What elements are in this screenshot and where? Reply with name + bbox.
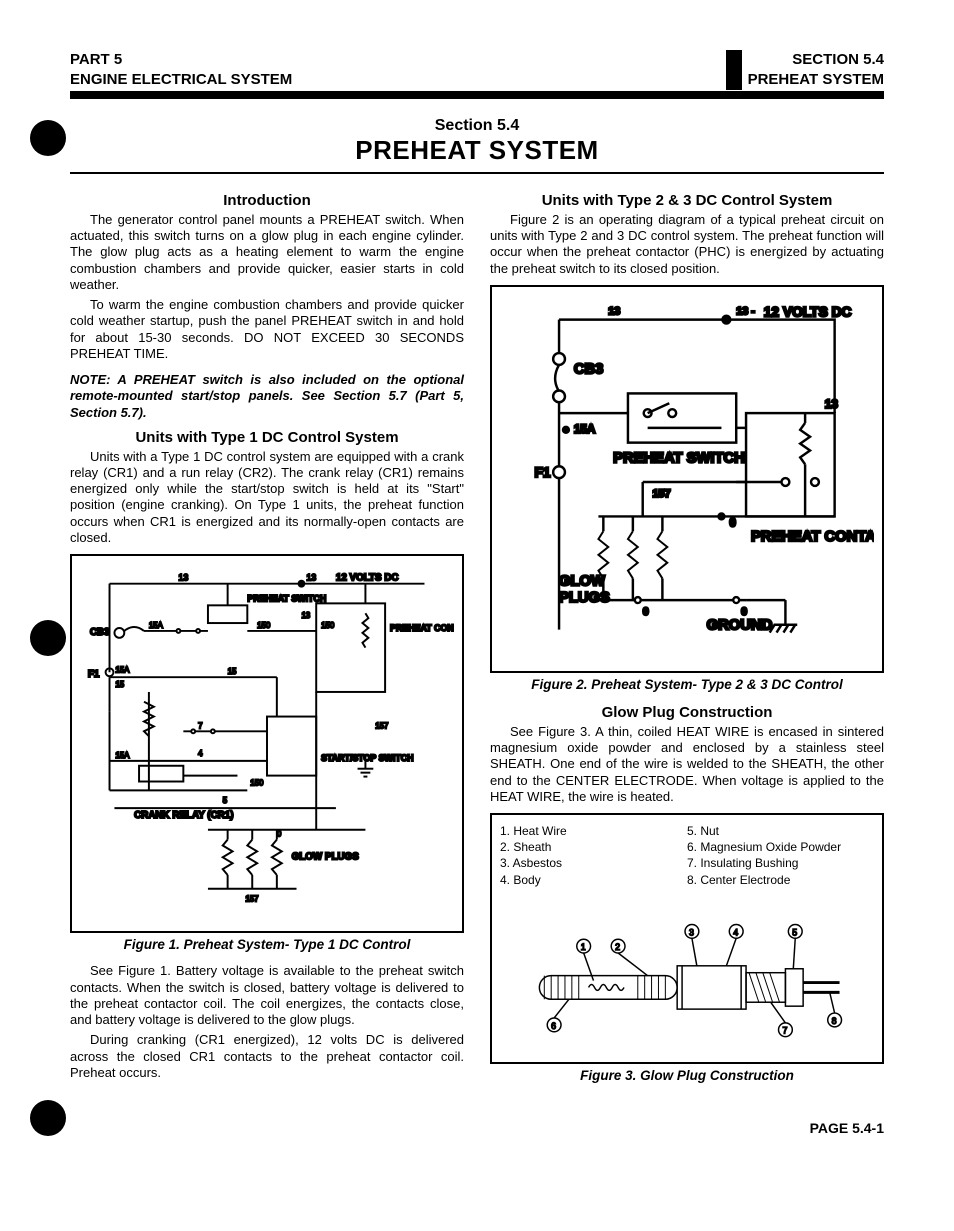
type23-para: Figure 2 is an operating diagram of a ty… <box>490 212 884 277</box>
preheat-note: NOTE: A PREHEAT switch is also included … <box>70 372 464 421</box>
svg-text:15A: 15A <box>149 621 164 630</box>
svg-text:PREHEAT SWITCH: PREHEAT SWITCH <box>247 593 326 603</box>
svg-text:PREHEAT SWITCH: PREHEAT SWITCH <box>613 450 745 466</box>
figure-3-diagram: 1 2 3 4 5 6 7 8 <box>500 892 874 1049</box>
svg-text:START/STOP SWITCH: START/STOP SWITCH <box>321 753 413 763</box>
svg-text:15: 15 <box>115 680 124 689</box>
svg-text:F1: F1 <box>534 465 550 480</box>
svg-text:0: 0 <box>741 606 747 618</box>
header-right: SECTION 5.4 PREHEAT SYSTEM <box>748 50 884 89</box>
svg-text:CB3: CB3 <box>574 361 604 377</box>
legend-item: 2. Sheath <box>500 839 687 855</box>
svg-text:PREHEAT CONTACTOR: PREHEAT CONTACTOR <box>751 529 874 545</box>
svg-text:150: 150 <box>250 778 264 787</box>
svg-text:F1: F1 <box>88 669 100 680</box>
part-label: PART 5 <box>70 50 720 70</box>
type1-para: Units with a Type 1 DC control system ar… <box>70 449 464 547</box>
svg-text:7: 7 <box>198 721 202 730</box>
left-column: Introduction The generator control panel… <box>70 184 464 1094</box>
hole-punch <box>30 120 66 156</box>
svg-text:157: 157 <box>375 721 388 730</box>
intro-para-2: To warm the engine combustion chambers a… <box>70 297 464 362</box>
section-title-block: Section 5.4 PREHEAT SYSTEM <box>70 117 884 174</box>
svg-text:GLOW PLUGS: GLOW PLUGS <box>292 851 360 862</box>
header-left: PART 5 ENGINE ELECTRICAL SYSTEM <box>70 50 720 89</box>
svg-text:15: 15 <box>228 667 237 676</box>
svg-text:150: 150 <box>257 621 271 630</box>
svg-text:5: 5 <box>792 927 797 937</box>
svg-text:8: 8 <box>832 1016 837 1026</box>
svg-text:GLOW: GLOW <box>559 573 605 589</box>
svg-text:CB3: CB3 <box>90 627 110 638</box>
legend-item: 4. Body <box>500 872 687 888</box>
hole-punch <box>30 1100 66 1136</box>
svg-text:0: 0 <box>643 606 649 618</box>
legend-item: 6. Magnesium Oxide Powder <box>687 839 874 855</box>
figure-2-caption: Figure 2. Preheat System- Type 2 & 3 DC … <box>490 677 884 694</box>
legend-item: 1. Heat Wire <box>500 823 687 839</box>
subsystem-label: PREHEAT SYSTEM <box>748 70 884 90</box>
svg-text:2: 2 <box>615 942 620 952</box>
svg-text:15A: 15A <box>115 751 130 760</box>
svg-text:1: 1 <box>581 942 586 952</box>
figure-2-diagram: 13 13 - 12 VOLTS DC CB3 <box>500 295 874 659</box>
svg-text:5: 5 <box>223 796 228 805</box>
svg-text:6: 6 <box>551 1021 556 1031</box>
svg-text:7: 7 <box>782 1026 787 1036</box>
svg-text:4: 4 <box>198 749 203 758</box>
content-columns: Introduction The generator control panel… <box>70 184 884 1094</box>
svg-text:13: 13 <box>306 573 316 583</box>
legend-item: 5. Nut <box>687 823 874 839</box>
system-label: ENGINE ELECTRICAL SYSTEM <box>70 70 720 90</box>
after-fig1-para-1: See Figure 1. Battery voltage is availab… <box>70 963 464 1028</box>
figure-2: 13 13 - 12 VOLTS DC CB3 <box>490 285 884 673</box>
figure-1-diagram: 13 13 12 VOLTS DC PREHEAT SWITCH CB3 <box>80 564 454 918</box>
figure-3-legend: 1. Heat Wire 2. Sheath 3. Asbestos 4. Bo… <box>500 823 874 888</box>
section-kicker: Section 5.4 <box>70 117 884 135</box>
figure-3-caption: Figure 3. Glow Plug Construction <box>490 1068 884 1085</box>
after-fig1-para-2: During cranking (CR1 energized), 12 volt… <box>70 1032 464 1081</box>
intro-para-1: The generator control panel mounts a PRE… <box>70 212 464 293</box>
legend-item: 8. Center Electrode <box>687 872 874 888</box>
right-column: Units with Type 2 & 3 DC Control System … <box>490 184 884 1094</box>
glow-plug-para: See Figure 3. A thin, coiled HEAT WIRE i… <box>490 724 884 805</box>
glow-plug-heading: Glow Plug Construction <box>490 704 884 723</box>
hole-punch <box>30 620 66 656</box>
svg-text:CRANK RELAY (CR1): CRANK RELAY (CR1) <box>134 810 233 821</box>
figure-1: 13 13 12 VOLTS DC PREHEAT SWITCH CB3 <box>70 554 464 933</box>
introduction-heading: Introduction <box>70 192 464 211</box>
section-title: PREHEAT SYSTEM <box>70 135 884 166</box>
svg-text:157: 157 <box>245 895 258 904</box>
page-number: PAGE 5.4-1 <box>70 1120 884 1136</box>
svg-text:13 -: 13 - <box>736 305 755 317</box>
svg-text:3: 3 <box>689 927 694 937</box>
svg-text:4: 4 <box>733 927 738 937</box>
figure-3: 1. Heat Wire 2. Sheath 3. Asbestos 4. Bo… <box>490 813 884 1063</box>
svg-text:13: 13 <box>608 305 620 317</box>
svg-text:12 VOLTS DC: 12 VOLTS DC <box>336 573 399 584</box>
svg-text:12 VOLTS DC: 12 VOLTS DC <box>764 304 852 319</box>
svg-text:150: 150 <box>321 621 335 630</box>
section-label: SECTION 5.4 <box>748 50 884 70</box>
legend-item: 7. Insulating Bushing <box>687 855 874 871</box>
page: PART 5 ENGINE ELECTRICAL SYSTEM SECTION … <box>0 0 954 1176</box>
svg-text:13: 13 <box>825 397 839 411</box>
type23-heading: Units with Type 2 & 3 DC Control System <box>490 192 884 211</box>
header-divider-bar <box>726 50 742 90</box>
svg-text:15A: 15A <box>115 665 130 674</box>
svg-text:PLUGS: PLUGS <box>559 590 610 606</box>
page-header: PART 5 ENGINE ELECTRICAL SYSTEM SECTION … <box>70 50 884 99</box>
svg-text:GROUND: GROUND <box>707 617 773 633</box>
type1-heading: Units with Type 1 DC Control System <box>70 429 464 448</box>
svg-text:13: 13 <box>178 573 188 583</box>
svg-text:15A: 15A <box>574 422 596 436</box>
svg-text:157: 157 <box>653 488 671 500</box>
svg-text:13: 13 <box>301 611 310 620</box>
svg-text:PREHEAT CONTACTOR: PREHEAT CONTACTOR <box>390 623 454 633</box>
legend-item: 3. Asbestos <box>500 855 687 871</box>
figure-1-caption: Figure 1. Preheat System- Type 1 DC Cont… <box>70 937 464 954</box>
